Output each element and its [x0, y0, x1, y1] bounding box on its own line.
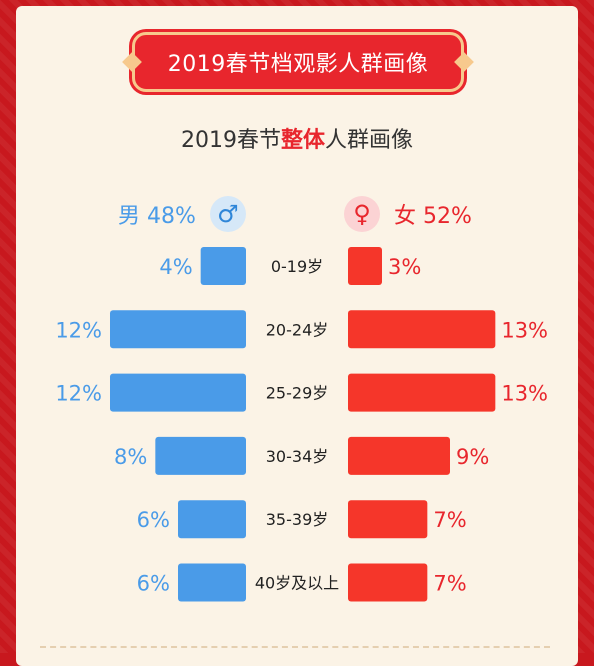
age-category-label: 35-39岁: [266, 510, 329, 529]
title-banner: 2019春节档观影人群画像: [132, 32, 464, 92]
female-label: 女 52%: [394, 204, 472, 229]
age-category-label: 40岁及以上: [255, 574, 339, 593]
subtitle-suffix: 人群画像: [325, 128, 414, 153]
male-value-label: 6%: [137, 572, 170, 596]
male-bar: [110, 310, 246, 349]
male-label: 男 48%: [118, 204, 196, 229]
male-value-label: 8%: [114, 445, 147, 469]
male-value-label: 6%: [137, 508, 170, 532]
age-category-label: 30-34岁: [266, 447, 329, 466]
male-value-label: 4%: [159, 255, 192, 279]
female-legend: ♀ 女 52%: [344, 196, 472, 232]
female-symbol-icon: ♀: [344, 196, 380, 232]
female-value-label: 7%: [433, 508, 466, 532]
bottom-divider: [40, 646, 550, 648]
age-category-label: 20-24岁: [266, 320, 329, 339]
male-value-label: 12%: [55, 318, 102, 342]
female-bar: [348, 436, 450, 475]
male-legend: 男 48% ♂: [118, 196, 246, 232]
female-bar: [348, 500, 428, 539]
subtitle-prefix: 2019春节: [180, 128, 281, 153]
female-bar: [348, 373, 496, 412]
male-bar: [110, 373, 246, 412]
banner-title: 2019春节档观影人群画像: [167, 52, 429, 77]
male-symbol-icon: ♂: [209, 196, 246, 232]
chart-subtitle: 2019春节整体人群画像: [0, 122, 594, 154]
female-value-label: 13%: [501, 382, 548, 406]
female-bar: [348, 310, 496, 349]
male-bar: [178, 500, 246, 539]
male-value-label: 12%: [55, 382, 102, 406]
female-bar: [348, 563, 428, 602]
female-value-label: 7%: [433, 572, 466, 596]
male-bar: [200, 247, 246, 285]
subtitle-highlight: 整体: [280, 128, 325, 153]
female-value-label: 3%: [388, 255, 421, 279]
age-category-label: 0-19岁: [271, 257, 323, 276]
female-bar: [348, 247, 382, 285]
age-category-label: 25-29岁: [266, 384, 329, 403]
female-value-label: 13%: [501, 318, 548, 342]
female-value-label: 9%: [456, 445, 489, 469]
male-bar: [178, 563, 246, 602]
male-bar: [155, 436, 246, 475]
